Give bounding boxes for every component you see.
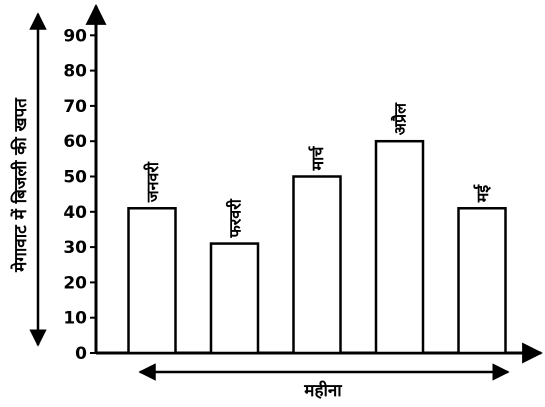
bar (127, 207, 177, 355)
y-tick-label: 80 (63, 62, 87, 82)
bar (457, 207, 507, 355)
y-tick-label: 60 (63, 132, 87, 152)
bar-category-label: जनवरी (143, 161, 162, 203)
y-tick-label: 40 (63, 203, 87, 223)
bars (127, 139, 507, 355)
y-axis-ticks: 0 10 20 30 40 50 60 70 80 90 (63, 26, 96, 364)
y-tick-label: 20 (63, 273, 87, 293)
y-tick-label: 70 (63, 97, 87, 117)
x-axis-title: महीना (303, 380, 342, 401)
bar (209, 242, 260, 355)
bar-category-label: मार्च (308, 146, 327, 172)
bar-labels: जनवरी फरवरी मार्च अप्रैल मई (143, 102, 492, 239)
bar-category-label: अप्रैल (391, 102, 410, 135)
y-tick-label: 10 (63, 309, 87, 329)
y-tick-label: 30 (63, 238, 87, 258)
y-axis-title: मेगावाट में बिजली की खपत (10, 97, 31, 273)
y-tick-label: 90 (63, 26, 87, 46)
bar-category-label: फरवरी (226, 198, 245, 238)
y-tick-label: 0 (75, 344, 87, 364)
bar (292, 175, 342, 355)
y-tick-label: 50 (63, 168, 87, 188)
bar (374, 139, 425, 355)
bar-category-label: मई (473, 184, 492, 204)
